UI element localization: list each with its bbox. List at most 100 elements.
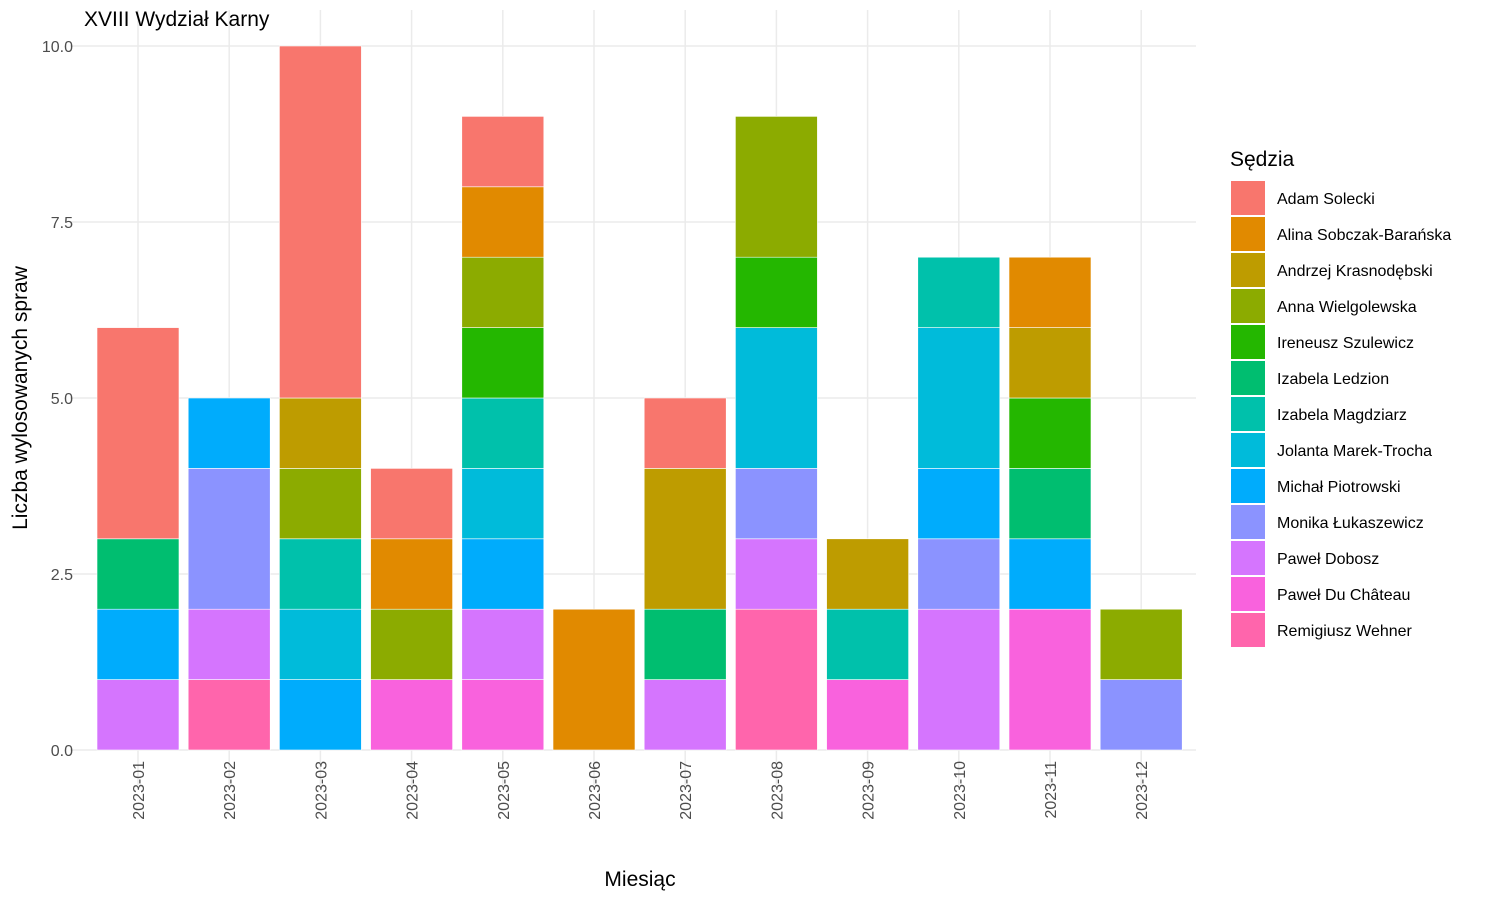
bar-segment (461, 256, 545, 328)
bar-segment (735, 538, 818, 610)
bar-segment (187, 468, 271, 610)
bar-segment (1099, 608, 1183, 680)
bar-segment (917, 327, 1001, 469)
bars (96, 45, 1183, 751)
chart-title: XVIII Wydział Karny (84, 8, 270, 31)
legend-swatch (1231, 541, 1265, 575)
bar-segment (735, 116, 818, 258)
legend-title: Sędzia (1230, 148, 1295, 171)
legend-swatch (1231, 253, 1265, 287)
legend-label: Anna Wielgolewska (1277, 299, 1417, 316)
legend-swatch (1231, 217, 1265, 251)
bar-segment (96, 608, 180, 680)
x-tick-label: 2023-12 (1134, 761, 1151, 820)
legend-swatch (1231, 181, 1265, 215)
legend-label: Paweł Du Château (1277, 587, 1410, 604)
x-tick-label: 2023-09 (861, 761, 878, 820)
bar-segment (370, 608, 453, 680)
bar-segment (1008, 397, 1092, 469)
x-tick-label: 2023-11 (1043, 761, 1060, 819)
bar-segment (370, 468, 453, 540)
y-axis-title: Liczba wylosowanych spraw (9, 265, 32, 530)
bar-segment (370, 538, 453, 610)
bar-segment (187, 679, 271, 751)
bar-segment (643, 608, 727, 680)
bar-segment (461, 679, 545, 751)
bar-segment (279, 538, 362, 610)
y-tick-label: 7.5 (51, 215, 73, 232)
bar-segment (826, 679, 909, 751)
bar-segment (917, 468, 1001, 540)
bar-segment (279, 397, 362, 469)
bar-segment (552, 608, 636, 751)
legend-swatch (1231, 577, 1265, 611)
bar-segment (1008, 538, 1092, 610)
bar-segment (735, 327, 818, 469)
bar-segment (1008, 256, 1092, 328)
x-tick-label: 2023-10 (952, 761, 969, 820)
legend-label: Izabela Ledzion (1277, 371, 1389, 388)
bar-segment (461, 538, 545, 610)
bar-segment (1099, 679, 1183, 751)
x-tick-label: 2023-01 (131, 761, 148, 820)
legend-label: Andrzej Krasnodębski (1277, 263, 1433, 280)
bar-segment (735, 608, 818, 751)
legend-label: Paweł Dobosz (1277, 551, 1379, 568)
bar-segment (370, 679, 453, 751)
bar-segment (96, 327, 180, 540)
legend-swatch (1231, 505, 1265, 539)
x-tick-label: 2023-05 (496, 761, 513, 820)
legend-label: Michał Piotrowski (1277, 479, 1401, 496)
bar-segment (96, 679, 180, 751)
bar-segment (643, 468, 727, 610)
legend-swatch (1231, 289, 1265, 323)
x-tick-label: 2023-03 (313, 761, 330, 820)
x-axis-title: Miesiąc (604, 868, 675, 891)
x-tick-labels: 2023-01 2023-02 2023-03 2023-04 2023-05 2023-… (131, 761, 1151, 820)
y-tick-label: 10.0 (42, 39, 73, 56)
legend-label: Monika Łukaszewicz (1277, 515, 1424, 532)
bar-segment (279, 679, 362, 751)
legend-label: Alina Sobczak-Barańska (1277, 227, 1451, 244)
legend-label: Remigiusz Wehner (1277, 623, 1413, 640)
bar-segment (735, 256, 818, 328)
bar-segment (1008, 468, 1092, 540)
bar-segment (461, 186, 545, 258)
legend-swatch (1231, 433, 1265, 467)
bar-segment (279, 45, 362, 399)
bar-segment (187, 608, 271, 680)
bar-segment (917, 538, 1001, 610)
x-tick-label: 2023-04 (405, 761, 422, 820)
bar-segment (461, 397, 545, 469)
bar-segment (461, 468, 545, 540)
bar-segment (1008, 327, 1092, 399)
bar-segment (96, 538, 180, 610)
y-tick-label: 5.0 (51, 391, 73, 408)
y-tick-label: 2.5 (51, 567, 73, 584)
bar-segment (461, 327, 545, 399)
x-tick-label: 2023-07 (678, 761, 695, 820)
x-tick-label: 2023-08 (769, 761, 786, 820)
bar-segment (643, 397, 727, 469)
bar-segment (826, 608, 909, 680)
legend-swatch (1231, 469, 1265, 503)
legend-swatch (1231, 325, 1265, 359)
bar-segment (461, 608, 545, 680)
y-tick-label: 0.0 (51, 743, 73, 760)
x-tick-label: 2023-02 (222, 761, 239, 820)
legend-label: Jolanta Marek-Trocha (1277, 443, 1432, 460)
bar-segment (735, 468, 818, 540)
legend-label: Izabela Magdziarz (1277, 407, 1407, 424)
legend-swatch (1231, 613, 1265, 647)
legend: Sędzia Adam Solecki Alina Sobczak-Barańsk… (1230, 148, 1451, 647)
bar-segment (917, 256, 1001, 328)
legend-swatch (1231, 361, 1265, 395)
x-tick-label: 2023-06 (587, 761, 604, 820)
bar-segment (187, 397, 271, 469)
bar-segment (1008, 608, 1092, 751)
bar-segment (826, 538, 909, 610)
bar-segment (643, 679, 727, 751)
legend-label: Ireneusz Szulewicz (1277, 335, 1414, 352)
bar-segment (461, 116, 545, 188)
